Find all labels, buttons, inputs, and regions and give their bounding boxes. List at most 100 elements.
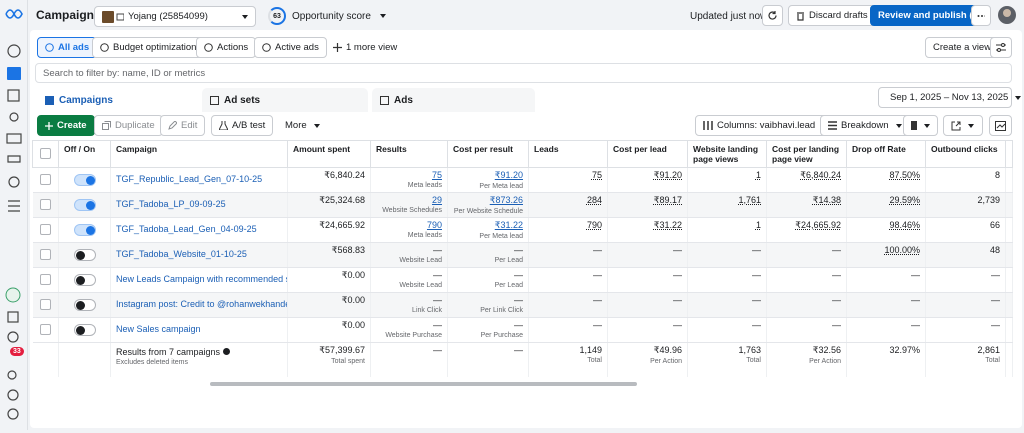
more-label: More bbox=[285, 120, 307, 131]
view-tab[interactable]: Budget optimization bbox=[92, 37, 205, 58]
column-header[interactable]: Cost per lead bbox=[607, 140, 688, 168]
column-header[interactable]: Cost per landing page view bbox=[766, 140, 847, 168]
campaign-row[interactable]: TGF_Tadoba_Website_01-10-25 ₹568.83 — Websi… bbox=[32, 242, 1013, 268]
toggle[interactable] bbox=[73, 174, 96, 186]
cell-value: — bbox=[991, 270, 1000, 280]
cell-sublabel: Per Meta lead bbox=[479, 233, 523, 240]
horizontal-scrollbar[interactable] bbox=[210, 382, 637, 386]
cell bbox=[58, 242, 111, 268]
toggle[interactable] bbox=[73, 274, 96, 286]
campaign-name[interactable]: TGF_Tadoba_LP_09-09-25 bbox=[110, 192, 288, 218]
cell-value: 2,861 bbox=[977, 345, 1000, 355]
level-tab[interactable]: Campaigns bbox=[37, 88, 200, 112]
cell-sublabel: Per Link Click bbox=[480, 307, 523, 314]
cell-value: 75 bbox=[591, 170, 602, 180]
campaign-row[interactable]: TGF_Republic_Lead_Gen_07-10-25 ₹6,840.24 7… bbox=[32, 167, 1013, 193]
toggle[interactable] bbox=[73, 299, 96, 311]
level-tab[interactable]: Ad sets bbox=[202, 88, 368, 112]
column-header[interactable]: Amount spent bbox=[287, 140, 371, 168]
checkbox[interactable] bbox=[39, 174, 51, 185]
toggle-knob bbox=[85, 176, 95, 185]
checkbox[interactable] bbox=[39, 299, 51, 310]
campaign-name[interactable]: Instagram post: Credit to @rohanwekhande… bbox=[110, 292, 288, 318]
checkbox[interactable] bbox=[39, 199, 51, 210]
checkbox[interactable] bbox=[39, 224, 51, 235]
create-view-button[interactable]: Create a view bbox=[925, 37, 1000, 58]
campaign-row[interactable]: TGF_Tadoba_LP_09-09-25 ₹25,324.68 29 Websit… bbox=[32, 192, 1013, 218]
checkbox[interactable] bbox=[39, 249, 51, 260]
level-icon bbox=[210, 95, 219, 105]
column-header[interactable]: Campaign bbox=[110, 140, 288, 168]
columns-button[interactable]: Columns: vaibhavi.lead bbox=[695, 115, 837, 136]
cell: 1,761 bbox=[687, 192, 767, 218]
view-tab[interactable]: Actions bbox=[196, 37, 257, 58]
cell bbox=[32, 192, 59, 218]
edit-button[interactable]: Edit bbox=[160, 115, 206, 136]
charts-button[interactable] bbox=[989, 115, 1012, 136]
refresh-button[interactable] bbox=[762, 5, 783, 26]
campaign-name[interactable]: New Leads Campaign with recommended set.… bbox=[110, 267, 288, 293]
view-settings[interactable] bbox=[990, 37, 1012, 58]
create-button[interactable]: Create bbox=[37, 115, 95, 136]
column-header[interactable]: Website landing page views bbox=[687, 140, 767, 168]
toggle[interactable] bbox=[73, 249, 96, 261]
cell: — Per Purchase bbox=[447, 317, 529, 343]
toggle[interactable] bbox=[73, 224, 96, 236]
more-actions-button[interactable]: More bbox=[278, 115, 327, 136]
cell-value: ₹0.00 bbox=[341, 295, 365, 305]
publish-button[interactable]: Review and publish (2) bbox=[870, 5, 989, 26]
campaign-row[interactable]: TGF_Tadoba_Lead_Gen_04-09-25 ₹24,665.92 79… bbox=[32, 217, 1013, 243]
export-button[interactable] bbox=[943, 115, 983, 136]
account-selector[interactable]: Yojang (25854099) bbox=[94, 6, 256, 27]
campaign-name[interactable]: TGF_Tadoba_Lead_Gen_04-09-25 bbox=[110, 217, 288, 243]
column-header[interactable]: Leads bbox=[528, 140, 608, 168]
cell: 48 bbox=[925, 242, 1006, 268]
cell bbox=[58, 342, 111, 377]
opportunity-score[interactable]: 63 Opportunity score bbox=[268, 7, 386, 25]
page-title: Campaigns bbox=[36, 8, 101, 22]
duplicate-label: Duplicate bbox=[115, 120, 155, 131]
duplicate-button[interactable]: Duplicate bbox=[94, 115, 163, 136]
toggle[interactable] bbox=[73, 199, 96, 211]
cell bbox=[1005, 317, 1013, 343]
cell-value: 1 bbox=[755, 170, 761, 180]
discard-drafts-button[interactable]: Discard drafts bbox=[788, 5, 876, 26]
cell-sublabel: Website Lead bbox=[399, 282, 442, 289]
campaign-name[interactable]: New Sales campaign bbox=[110, 317, 288, 343]
header-row: Off / On Campaign Amount spent Results Cost … bbox=[32, 140, 1013, 168]
checkbox[interactable] bbox=[39, 324, 51, 335]
breakdown-button[interactable]: Breakdown bbox=[820, 115, 910, 136]
reports-button[interactable] bbox=[903, 115, 938, 136]
more-button[interactable] bbox=[971, 5, 991, 26]
campaign-row[interactable]: Instagram post: Credit to @rohanwekhande… bbox=[32, 292, 1013, 318]
cell-value: — bbox=[593, 270, 602, 280]
view-tab[interactable]: Active ads bbox=[254, 37, 327, 58]
campaign-name[interactable]: TGF_Republic_Lead_Gen_07-10-25 bbox=[110, 167, 288, 193]
campaign-name[interactable]: TGF_Tadoba_Website_01-10-25 bbox=[110, 242, 288, 268]
checkbox[interactable] bbox=[39, 274, 51, 285]
column-header[interactable]: Cost per result bbox=[447, 140, 529, 168]
view-tab[interactable]: All ads bbox=[37, 37, 98, 58]
toggle-knob bbox=[75, 326, 85, 335]
cell-value: — bbox=[673, 320, 682, 330]
cell-value: — bbox=[514, 295, 523, 305]
level-tab[interactable]: Ads bbox=[372, 88, 535, 112]
date-range-picker[interactable]: Sep 1, 2025 – Nov 13, 2025 bbox=[878, 87, 1022, 108]
toggle[interactable] bbox=[73, 324, 96, 336]
more-views[interactable]: 1 more view bbox=[326, 37, 404, 58]
cell-sublabel: Per Lead bbox=[494, 257, 523, 264]
column-header[interactable]: Results bbox=[370, 140, 448, 168]
checkbox[interactable] bbox=[40, 148, 51, 159]
level-icon bbox=[380, 95, 389, 105]
column-header[interactable]: Off / On bbox=[58, 140, 111, 168]
campaign-row[interactable]: New Sales campaign ₹0.00 — Website Purchase… bbox=[32, 317, 1013, 343]
column-header[interactable]: Drop off Rate bbox=[846, 140, 926, 168]
column-header[interactable]: Outbound clicks bbox=[925, 140, 1006, 168]
avatar[interactable] bbox=[997, 5, 1017, 25]
search-box[interactable]: Search to filter by: name, ID or metrics bbox=[35, 63, 1012, 83]
toggle-knob bbox=[85, 226, 95, 235]
ab-test-button[interactable]: A/B test bbox=[211, 115, 274, 136]
campaign-row[interactable]: New Leads Campaign with recommended set.… bbox=[32, 267, 1013, 293]
account-name: Yojang (25854099) bbox=[128, 11, 208, 22]
cell-value: — bbox=[911, 295, 920, 305]
